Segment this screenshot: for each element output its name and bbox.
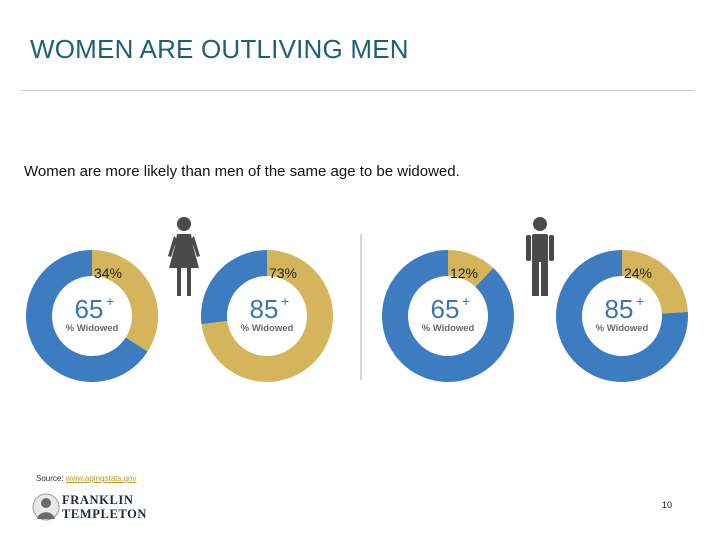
widowed-slice xyxy=(92,250,158,352)
title-divider xyxy=(20,90,694,91)
donut-hole xyxy=(409,277,487,355)
value-label: 34% xyxy=(94,265,122,281)
donut-hole xyxy=(228,277,306,355)
donut-hole xyxy=(583,277,661,355)
woman-icon xyxy=(168,217,200,296)
age-plus: + xyxy=(281,293,289,309)
logo-line-1: FRANKLIN xyxy=(62,493,134,507)
donut-hole xyxy=(53,277,131,355)
page-number: 10 xyxy=(662,500,673,510)
age-label: 85 xyxy=(250,294,279,324)
women-men-divider xyxy=(360,234,362,380)
age-label: 65 xyxy=(75,294,104,324)
franklin-templeton-logo xyxy=(32,493,60,521)
not-widowed-slice xyxy=(556,250,688,382)
age-label: 65 xyxy=(431,294,460,324)
not-widowed-slice xyxy=(200,250,267,325)
widowed-caption: % Widowed xyxy=(66,323,119,334)
logo-wordmark: FRANKLIN TEMPLETON xyxy=(62,493,147,521)
widowed-slice xyxy=(448,250,494,287)
donut-chart-men-85: 24% 85 + % Widowed xyxy=(556,250,688,382)
widowed-caption: % Widowed xyxy=(241,323,294,334)
donut-chart-men-65: 12% 65 + % Widowed xyxy=(382,250,515,383)
age-plus: + xyxy=(106,293,114,309)
widowed-slice xyxy=(201,250,333,383)
value-label: 12% xyxy=(450,265,478,281)
logo-line-2: TEMPLETON xyxy=(62,507,148,521)
not-widowed-slice xyxy=(382,250,515,383)
source-link[interactable]: www.agingstats.gov xyxy=(65,474,137,483)
source-prefix: Source: xyxy=(36,474,66,483)
value-label: 24% xyxy=(624,265,652,281)
slide-title: WOMEN ARE OUTLIVING MEN xyxy=(30,34,409,64)
donut-chart-women-85: 73% 85 + % Widowed xyxy=(200,250,333,383)
widowed-caption: % Widowed xyxy=(422,323,475,334)
age-plus: + xyxy=(636,293,644,309)
widowed-slice xyxy=(622,250,688,314)
source-note: Source: www.agingstats.gov xyxy=(36,474,137,483)
age-label: 85 xyxy=(605,294,634,324)
not-widowed-slice xyxy=(26,250,148,383)
value-label: 73% xyxy=(269,265,297,281)
donut-chart-women-65: 34% 65 + % Widowed xyxy=(26,250,158,383)
slide-subtitle: Women are more likely than men of the sa… xyxy=(24,163,460,180)
widowed-caption: % Widowed xyxy=(596,323,649,334)
age-plus: + xyxy=(462,293,470,309)
man-icon xyxy=(526,217,554,296)
